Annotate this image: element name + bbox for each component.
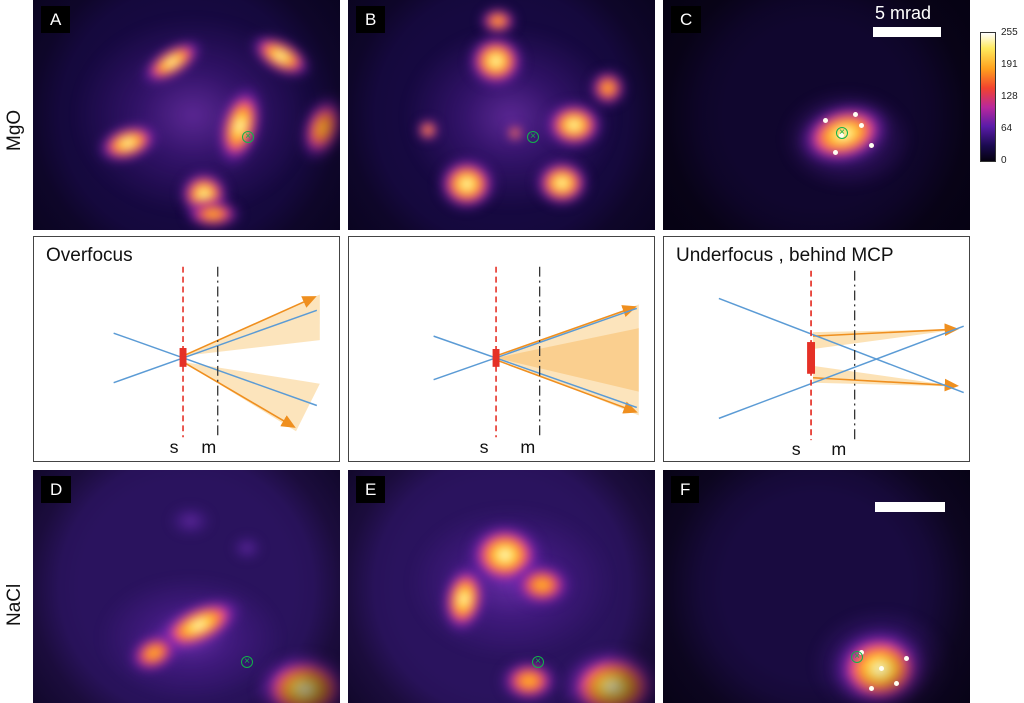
- diagram-title: Overfocus: [46, 245, 133, 266]
- panel-c-image: 5 mrad C: [663, 0, 970, 230]
- panel-a-image: A: [33, 0, 340, 230]
- scale-bar: [873, 27, 941, 37]
- beam-center-marker: [836, 127, 848, 139]
- ray-diagram-overfocus: s m: [113, 266, 320, 457]
- diagram-title: Underfocus , behind MCP: [676, 245, 894, 266]
- blue-ray: [433, 307, 638, 381]
- colorbar-tick: 0: [1001, 155, 1007, 166]
- beam-center-marker: [527, 131, 539, 143]
- colorbar-gradient: [980, 32, 996, 162]
- focal-spot: [179, 348, 187, 367]
- beam-center-marker: [241, 656, 253, 668]
- focal-spot: [807, 342, 816, 374]
- intensity-blob: [466, 33, 526, 89]
- panel-d-image: D: [33, 470, 340, 703]
- panel-f-image: F: [663, 470, 970, 703]
- speckle-dot: [904, 656, 909, 661]
- lower-cone-fill: [813, 365, 960, 387]
- colorbar-tick: 64: [1001, 123, 1013, 134]
- intensity-blob: [231, 535, 263, 561]
- colorbar-tick: 128: [1001, 91, 1018, 102]
- intensity-blob: [498, 658, 560, 703]
- intensity-blob: [416, 118, 440, 142]
- panel-letter: C: [671, 6, 702, 33]
- blue-ray: [113, 332, 318, 407]
- panel-e-image: E: [348, 470, 655, 703]
- intensity-blob: [511, 562, 573, 608]
- s-plane-label: s: [480, 437, 489, 457]
- intensity-blob: [561, 648, 655, 703]
- speckle-dot: [823, 118, 828, 123]
- blue-ray: [718, 297, 964, 394]
- beam-center-marker: [851, 651, 863, 663]
- scale-bar: [875, 502, 945, 512]
- m-plane-label: m: [831, 439, 846, 459]
- intensity-blob: [436, 156, 498, 212]
- beam-center-marker: [242, 131, 254, 143]
- m-plane-label: m: [201, 437, 216, 457]
- beam-center-marker: [532, 656, 544, 668]
- intensity-blob: [588, 68, 628, 108]
- panel-letter: F: [671, 476, 700, 503]
- focal-spot: [492, 349, 500, 367]
- intensity-blob: [533, 158, 591, 208]
- blue-ray: [433, 335, 638, 409]
- scale-bar-label: 5 mrad: [875, 3, 932, 23]
- upper-ray-arrow: [182, 296, 317, 357]
- panel-letter: A: [41, 6, 71, 33]
- speckle-dot: [879, 666, 884, 671]
- panel-letter: D: [41, 476, 72, 503]
- diagram-overfocus: Overfocus s m: [33, 236, 340, 462]
- speckle-dot: [833, 150, 838, 155]
- upper-ray-arrow: [812, 323, 959, 337]
- panel-letter: B: [356, 6, 386, 33]
- diagram-midfocus: s m: [348, 236, 655, 462]
- colorbar-tick: 255: [1001, 27, 1018, 38]
- speckle-dot: [859, 123, 864, 128]
- colorbar-tick: 191: [1001, 59, 1018, 70]
- intensity-blob: [543, 100, 605, 150]
- blue-ray: [113, 309, 318, 384]
- ray-diagram-underfocus: s m: [718, 270, 964, 459]
- intensity-colorbar: 255 191 128 64 0: [980, 28, 1024, 168]
- lower-ray-arrow: [182, 361, 296, 428]
- intensity-blob: [183, 198, 243, 230]
- panel-b-image: B: [348, 0, 655, 230]
- speckle-dot: [853, 112, 858, 117]
- overfocus-lower-cone: [183, 361, 320, 432]
- lower-ray-arrow: [812, 376, 959, 392]
- row-label-nacl: NaCl: [4, 583, 25, 627]
- speckle-dot: [894, 681, 899, 686]
- speckle-dot: [869, 686, 874, 691]
- speckle-dot: [869, 143, 874, 148]
- m-plane-label: m: [520, 437, 535, 457]
- upper-ray-arrow: [495, 305, 637, 357]
- lower-ray-arrow: [495, 359, 638, 414]
- intensity-blob: [478, 6, 518, 36]
- diagram-underfocus: Underfocus , behind MCP s m: [663, 236, 970, 462]
- s-plane-label: s: [170, 437, 179, 457]
- intensity-blob: [168, 505, 213, 537]
- cone-fill-inner: [496, 328, 639, 392]
- intensity-blob: [506, 124, 524, 142]
- s-plane-label: s: [792, 439, 801, 459]
- cone-fill: [496, 304, 639, 416]
- panel-letter: E: [356, 476, 386, 503]
- row-label-mgo: MgO: [4, 109, 25, 151]
- ray-diagram-midfocus: s m: [433, 266, 639, 457]
- blue-ray: [718, 325, 964, 420]
